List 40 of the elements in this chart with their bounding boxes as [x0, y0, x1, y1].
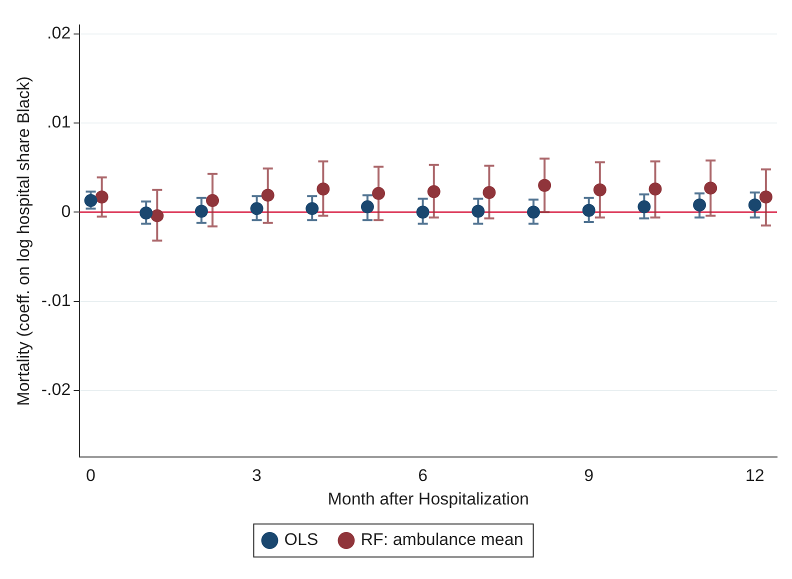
x-tick-label: 0	[86, 466, 96, 486]
x-axis-title: Month after Hospitalization	[328, 489, 529, 508]
point	[416, 206, 430, 219]
point	[472, 204, 485, 218]
point	[748, 198, 762, 212]
point	[593, 183, 606, 196]
y-tick-label: -.01	[41, 290, 71, 310]
point	[693, 198, 706, 212]
point	[372, 186, 386, 200]
point	[648, 182, 662, 196]
y-tick-label: .02	[47, 24, 71, 43]
point	[194, 204, 208, 218]
point	[482, 186, 496, 200]
legend-label: RF: ambulance mean	[360, 530, 524, 550]
x-tick-label: 12	[745, 466, 764, 486]
point	[150, 209, 164, 222]
y-axis-title: Mortality (coeff. on log hospital share Black)	[14, 76, 33, 406]
y-tick-label: -.02	[41, 380, 71, 400]
legend-label: OLS	[284, 530, 318, 550]
point	[704, 182, 718, 195]
point	[538, 178, 552, 192]
point	[316, 182, 330, 196]
y-tick-label: .01	[47, 112, 71, 132]
x-tick-label: 9	[584, 466, 594, 486]
point	[582, 204, 596, 217]
point	[140, 206, 153, 220]
point	[250, 202, 264, 216]
point	[427, 185, 440, 198]
point	[206, 194, 220, 208]
point	[638, 200, 651, 214]
y-tick-label: 0	[61, 202, 71, 221]
point	[306, 202, 319, 216]
point	[261, 188, 274, 202]
point	[95, 190, 108, 204]
point	[84, 194, 98, 208]
point	[526, 206, 540, 219]
x-tick-label: 6	[418, 466, 428, 486]
point	[360, 200, 374, 214]
x-tick-label: 3	[252, 466, 262, 486]
point	[759, 190, 772, 204]
